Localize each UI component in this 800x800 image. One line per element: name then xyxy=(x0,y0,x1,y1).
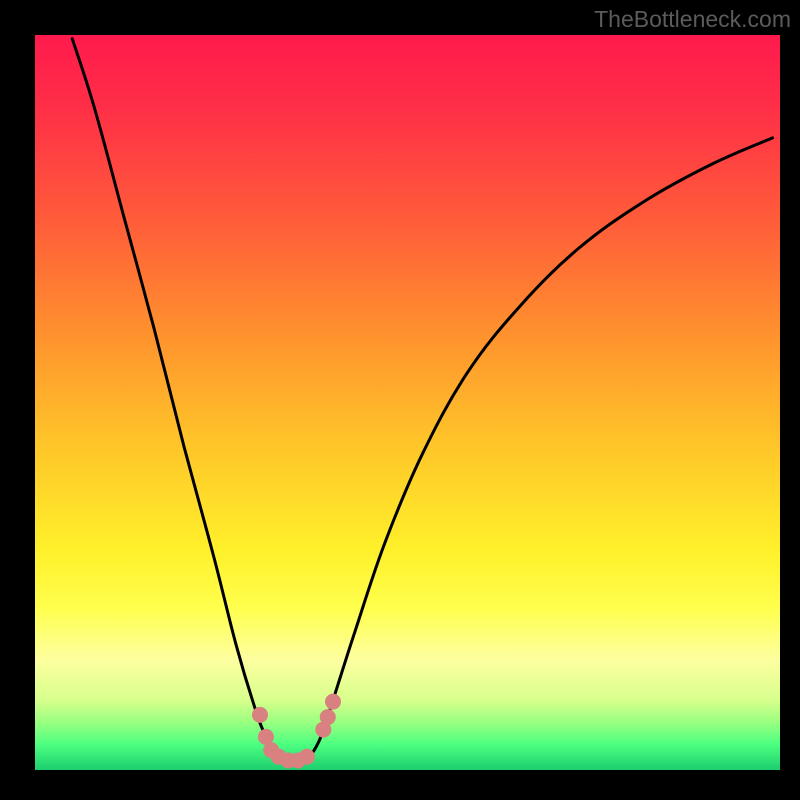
marker-dot xyxy=(325,694,341,710)
marker-dot xyxy=(320,709,336,725)
gradient-background xyxy=(35,35,780,770)
plot-area xyxy=(35,35,780,770)
marker-dot xyxy=(299,749,315,765)
chart-svg xyxy=(35,35,780,770)
watermark-text: TheBottleneck.com xyxy=(594,6,791,33)
marker-dot xyxy=(252,707,268,723)
chart-frame: TheBottleneck.com xyxy=(0,0,800,800)
